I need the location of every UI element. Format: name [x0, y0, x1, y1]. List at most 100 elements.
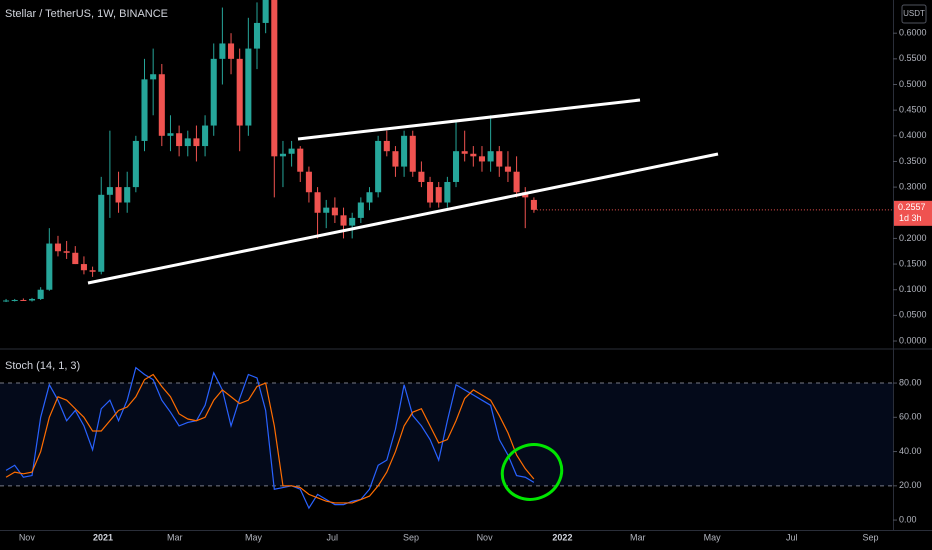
- trend-line: [297, 98, 641, 141]
- candle-body: [461, 151, 468, 154]
- candle-body: [435, 187, 442, 203]
- candle-body: [452, 151, 460, 182]
- last-price-label: 0.2557: [898, 202, 926, 212]
- x-tick-label: May: [704, 532, 722, 542]
- candle-body: [106, 187, 113, 195]
- x-tick-label: Mar: [167, 532, 183, 542]
- candle-body: [366, 192, 373, 203]
- stoch-pane: [0, 366, 893, 510]
- x-tick-label: May: [245, 532, 263, 542]
- x-tick-label: Mar: [630, 532, 646, 542]
- drawings: [87, 98, 719, 501]
- y-tick-label: 0.0000: [899, 335, 927, 345]
- y-tick-label: 0.3000: [899, 181, 927, 191]
- x-tick-label: Sep: [403, 532, 419, 542]
- candle-body: [513, 171, 520, 193]
- candle-body: [288, 148, 295, 154]
- candle-body: [331, 207, 338, 216]
- candle-body: [478, 156, 486, 162]
- axes: 0.6000 0.5500 0.5000 0.4500 0.4000 0.3500 0.30…: [19, 28, 932, 542]
- candle-body: [418, 171, 425, 182]
- candle-body: [158, 74, 165, 136]
- candle-body: [176, 133, 183, 147]
- candle-body: [184, 138, 191, 147]
- y-tick-label: 0.4500: [899, 105, 927, 115]
- candle-body: [132, 140, 139, 188]
- candle-body: [427, 181, 434, 203]
- currency-label: USDT: [903, 9, 925, 18]
- candle-body: [401, 135, 408, 167]
- candle-body: [210, 58, 217, 126]
- candle-body: [150, 74, 157, 80]
- candle-body: [530, 199, 537, 210]
- candle-body: [167, 133, 174, 136]
- candle-body: [202, 125, 209, 147]
- candle-body: [80, 264, 87, 271]
- y-tick-label: 0.4000: [899, 130, 927, 140]
- candle-body: [383, 140, 390, 152]
- y-tick-label: 0.1000: [899, 284, 927, 294]
- candle-body: [46, 243, 53, 290]
- candle-body: [279, 153, 286, 157]
- candle-body: [504, 166, 511, 172]
- candle-body: [297, 148, 304, 172]
- candle-body: [193, 138, 200, 147]
- candle-body: [487, 151, 494, 162]
- x-tick-label: Sep: [862, 532, 878, 542]
- candle-body: [444, 181, 451, 203]
- y-tick-label: 0.1500: [899, 258, 927, 268]
- candle-body: [115, 187, 122, 203]
- candle-body: [253, 22, 261, 49]
- candle-body: [357, 202, 364, 218]
- candle-body: [72, 252, 79, 265]
- y-tick-label: 80.00: [899, 377, 922, 387]
- candle-body: [63, 251, 70, 253]
- stoch-line: [5, 373, 535, 504]
- trend-line: [87, 152, 719, 285]
- candle-body: [470, 153, 477, 157]
- candle-body: [98, 194, 105, 272]
- candle-body: [54, 243, 62, 252]
- candle-body: [28, 298, 36, 301]
- y-tick-label: 20.00: [899, 480, 922, 490]
- candle-body: [141, 79, 148, 141]
- x-tick-label: 2022: [552, 532, 572, 542]
- candle-body: [323, 207, 330, 213]
- candle-body: [271, 0, 278, 157]
- y-tick-label: 0.5500: [899, 53, 927, 63]
- candle-body: [11, 299, 18, 301]
- stoch-line: [5, 366, 535, 510]
- y-tick-label: 0.00: [899, 514, 917, 524]
- y-tick-label: 60.00: [899, 412, 922, 422]
- candle-body: [219, 43, 226, 59]
- y-tick-label: 0.3500: [899, 156, 927, 166]
- x-tick-label: Nov: [19, 532, 36, 542]
- candle-body: [305, 171, 312, 193]
- candle-body: [20, 299, 27, 301]
- y-tick-label: 0.2000: [899, 233, 927, 243]
- candle-body: [37, 289, 44, 299]
- currency-badge: [901, 4, 927, 24]
- y-tick-label: 0.6000: [899, 28, 927, 38]
- last-price-box: [894, 200, 932, 226]
- x-tick-label: 2021: [93, 532, 113, 542]
- candle-body: [228, 43, 235, 59]
- candle-body: [349, 217, 356, 226]
- candle-body: [496, 151, 503, 167]
- candle-body: [236, 58, 243, 126]
- candle-body: [392, 151, 399, 167]
- x-tick-label: Nov: [477, 532, 494, 542]
- y-tick-label: 40.00: [899, 446, 922, 456]
- candle-body: [314, 192, 321, 213]
- candle-body: [375, 140, 382, 193]
- countdown-label: 1d 3h: [899, 213, 922, 223]
- y-tick-label: 0.5000: [899, 79, 927, 89]
- chart-title: Stellar / TetherUS, 1W, BINANCE: [5, 8, 168, 20]
- candle-body: [124, 187, 131, 203]
- indicator-title: Stoch (14, 1, 3): [5, 360, 80, 372]
- candle-body: [340, 215, 347, 226]
- candle-body: [262, 0, 269, 23]
- band-fill: [0, 383, 893, 486]
